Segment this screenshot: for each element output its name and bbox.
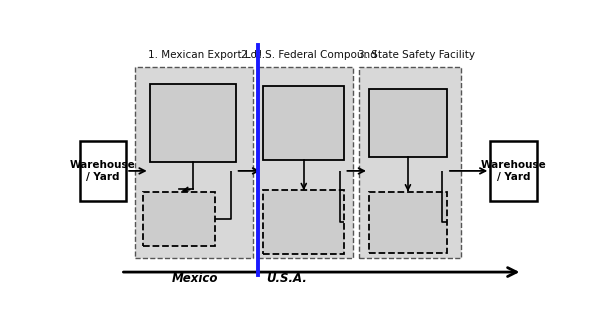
Text: Visual vehicle
safety
inspection: Visual vehicle safety inspection: [378, 108, 438, 139]
Text: U.S.A.: U.S.A.: [266, 272, 307, 285]
Bar: [136, 67, 253, 258]
Text: Detailed state
truck safety
inspection: Detailed state truck safety inspection: [377, 207, 439, 238]
Text: Secondary
inspection

VACIS, X  -
Ray, FMCSA
Others: Secondary inspection VACIS, X - Ray, FMC…: [278, 190, 330, 255]
Text: Mexican
export
cargo
inspection: Mexican export cargo inspection: [156, 198, 201, 240]
Bar: [80, 141, 126, 201]
Bar: [258, 67, 353, 258]
Bar: [369, 192, 447, 253]
Text: 1. Mexican Export Lot: 1. Mexican Export Lot: [148, 51, 261, 60]
Text: Warehouse
/ Yard: Warehouse / Yard: [70, 160, 136, 182]
Bar: [263, 86, 344, 160]
Bar: [143, 192, 215, 245]
Bar: [149, 84, 236, 162]
Text: 2. U.S. Federal Compound: 2. U.S. Federal Compound: [241, 51, 377, 60]
Text: Mexican export
documentation
verification and
cargo inspection
selection: Mexican export documentation verificatio…: [157, 96, 229, 150]
Bar: [263, 190, 344, 254]
Text: CBP primary
inspection
(document
inspection): CBP primary inspection (document inspect…: [277, 102, 331, 144]
Text: Warehouse
/ Yard: Warehouse / Yard: [481, 160, 547, 182]
Text: 3. State Safety Facility: 3. State Safety Facility: [358, 51, 475, 60]
Bar: [369, 89, 447, 157]
Text: Mexico: Mexico: [172, 272, 218, 285]
Bar: [490, 141, 537, 201]
Bar: [359, 67, 461, 258]
